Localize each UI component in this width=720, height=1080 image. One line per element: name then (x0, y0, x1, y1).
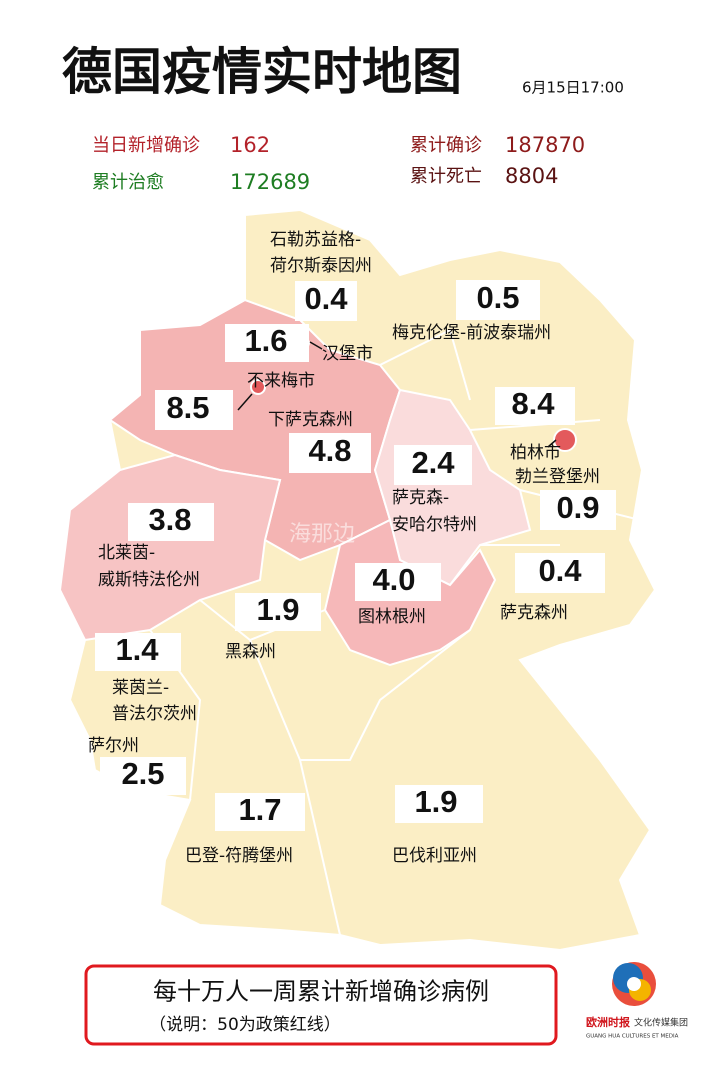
stat-value: 187870 (505, 133, 585, 157)
region-value: 0.9 (556, 490, 599, 525)
region-bremen (250, 379, 266, 395)
region-name: 柏林市 (510, 443, 561, 463)
logo-name: 欧洲时报 (586, 1015, 631, 1029)
value-box (289, 433, 371, 473)
value-box (515, 553, 605, 593)
timestamp: 6月15日17:00 (522, 79, 624, 97)
stat-label: 累计确诊 (410, 135, 482, 156)
region-value: 0.4 (304, 281, 348, 316)
value-box (100, 757, 186, 795)
region-value: 1.9 (256, 592, 299, 627)
title: 德国疫情实时地图 (62, 42, 462, 101)
value-box (355, 563, 441, 601)
region-name: 勃兰登堡州 (515, 467, 600, 487)
value-box (295, 281, 357, 321)
stat-value: 172689 (230, 170, 310, 194)
region-name: 巴登-符腾堡州 (185, 846, 293, 866)
value-box (128, 503, 214, 541)
region-name: 下萨克森州 (268, 410, 353, 430)
legend-title: 每十万人一周累计新增确诊病例 (153, 978, 489, 1006)
value-box (225, 324, 309, 362)
stat-label: 当日新增确诊 (92, 135, 200, 156)
region-value: 1.6 (244, 323, 287, 358)
region-name: 安哈尔特州 (392, 515, 477, 535)
region-name: 威斯特法伦州 (98, 570, 200, 590)
region-value: 4.8 (308, 433, 351, 468)
value-boxes: 0.4 0.5 1.6 8.5 4.8 8.4 0.9 2.4 3.8 0.4 … (95, 280, 616, 831)
region-value: 2.4 (411, 445, 455, 480)
region-names: 石勒苏益格- 荷尔斯泰因州 梅克伦堡-前波泰瑞州 汉堡市 不来梅市 下萨克森州 … (88, 230, 600, 866)
region-value: 1.9 (414, 784, 457, 819)
region-name: 萨尔州 (88, 736, 139, 756)
region-value: 8.5 (166, 390, 209, 425)
region-value: 0.4 (538, 553, 582, 588)
region-name: 梅克伦堡-前波泰瑞州 (392, 323, 551, 343)
region-value: 1.7 (238, 792, 281, 827)
logo: 欧洲时报 文化传媒集团 GUANG HUA CULTURES ET MEDIA (586, 962, 688, 1040)
region-name: 汉堡市 (322, 344, 373, 364)
logo-subtitle: 文化传媒集团 (634, 1017, 688, 1029)
region-value: 1.4 (115, 632, 159, 667)
region-name: 萨克森- (392, 488, 449, 508)
value-box (395, 785, 483, 823)
value-box (394, 445, 472, 485)
value-box (540, 490, 616, 530)
region-name: 不来梅市 (247, 371, 315, 391)
region-name: 莱茵兰- (112, 678, 169, 698)
region-berlin (553, 428, 577, 452)
legend-box (84, 964, 558, 1046)
legend-note: （说明：50为政策红线） (149, 1015, 341, 1035)
logo-english: GUANG HUA CULTURES ET MEDIA (586, 1034, 679, 1040)
region-name: 黑森州 (225, 642, 276, 662)
region-nrw (58, 453, 282, 642)
value-box (495, 387, 575, 425)
value-box (456, 280, 540, 320)
value-box (215, 793, 305, 831)
region-value: 8.4 (511, 386, 555, 421)
value-box (235, 593, 321, 631)
region-value: 2.5 (121, 756, 164, 791)
stat-value: 8804 (505, 164, 558, 188)
region-name: 北莱茵- (98, 543, 155, 563)
stat-label: 累计死亡 (410, 166, 482, 187)
region-name: 巴伐利亚州 (392, 846, 477, 866)
region-name: 石勒苏益格- (270, 230, 361, 250)
watermark: 海那边 (289, 522, 355, 547)
region-name: 荷尔斯泰因州 (270, 256, 372, 276)
leader-line (237, 341, 557, 448)
value-box (155, 390, 233, 430)
value-box (95, 633, 181, 671)
region-value: 4.0 (372, 562, 415, 597)
region-name: 图林根州 (358, 607, 426, 627)
stat-value: 162 (230, 133, 270, 157)
region-name: 普法尔茨州 (112, 704, 197, 724)
region-name: 萨克森州 (500, 603, 568, 623)
stat-label: 累计治愈 (92, 172, 164, 193)
region-value: 0.5 (476, 280, 519, 315)
region-value: 3.8 (148, 502, 191, 537)
